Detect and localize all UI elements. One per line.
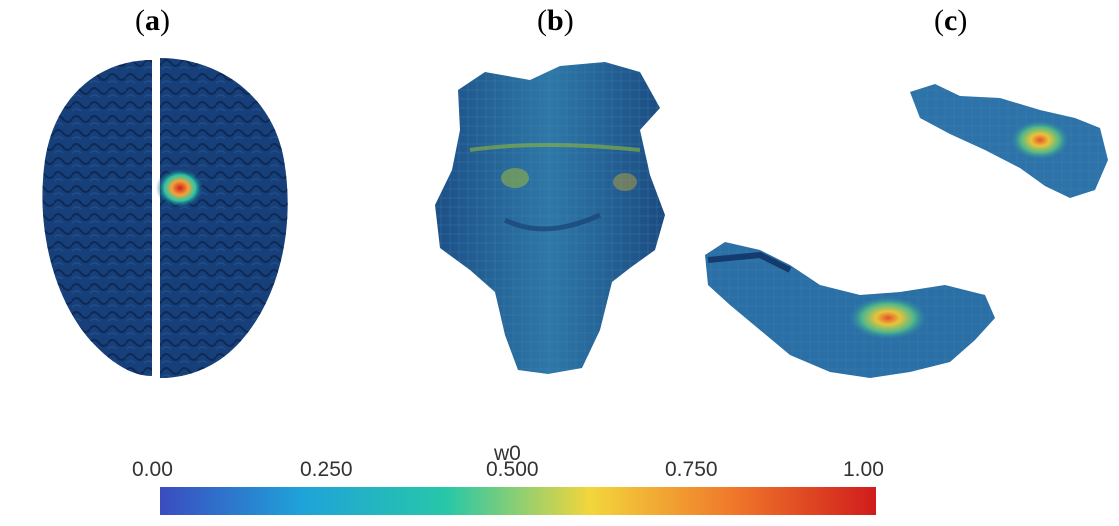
- brain-cortex-view: [42, 58, 288, 378]
- figure-canvas: [42, 58, 1108, 378]
- colorbar: [160, 487, 876, 515]
- panel-label-a: (a): [135, 4, 170, 37]
- panel-label-b: (b): [537, 4, 574, 37]
- colorbar-tick-1: 0.250: [300, 458, 353, 481]
- fragment-upper: [910, 84, 1108, 198]
- brainstem-voxel-view: [435, 62, 665, 374]
- colorbar-tick-4: 1.00: [843, 458, 884, 481]
- colorbar-tick-0: 0.00: [132, 458, 173, 481]
- colorbar-title: w0: [494, 442, 521, 465]
- panel-label-c: (c): [934, 4, 968, 37]
- colorbar-tick-3: 0.750: [665, 458, 718, 481]
- colorbar-tick-2: 0.500: [486, 458, 539, 481]
- fragment-lower: [705, 242, 995, 378]
